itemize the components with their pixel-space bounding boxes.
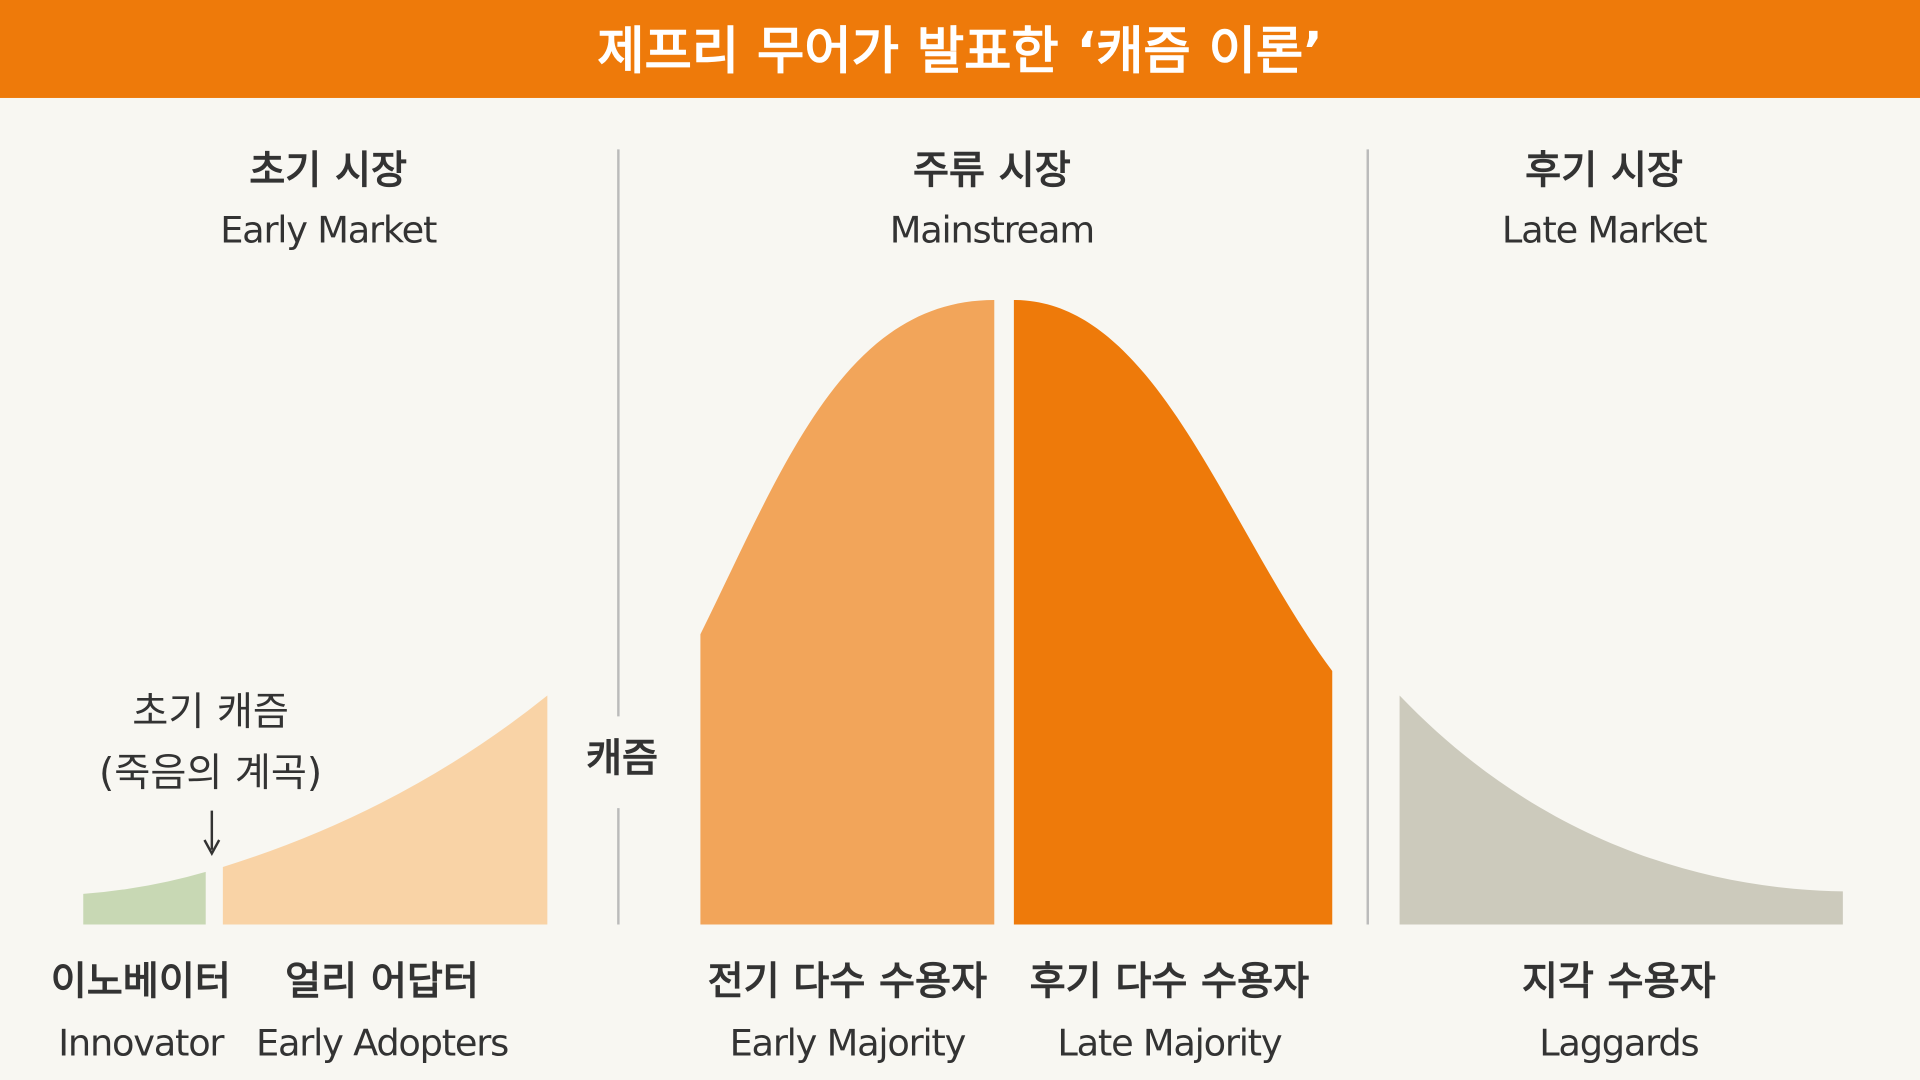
group-early-adopters-en: Early Adopters — [256, 1022, 508, 1065]
section-late-market-ko: 후기 시장 — [1525, 149, 1683, 194]
group-laggards-en: Laggards — [1539, 1022, 1698, 1065]
group-late-majority-ko: 후기 다수 수용자 — [1030, 959, 1310, 1004]
group-laggards-ko: 지각 수용자 — [1522, 959, 1716, 1004]
group-early-adopters-ko: 얼리 어답터 — [285, 959, 479, 1004]
segment-early-majority — [700, 300, 995, 925]
segment-early-adopters — [222, 695, 548, 925]
section-mainstream-ko: 주류 시장 — [913, 149, 1071, 194]
segment-late-majority — [1013, 300, 1333, 925]
section-early-market-en: Early Market — [220, 208, 437, 251]
group-early-majority-en: Early Majority — [730, 1022, 966, 1065]
group-late-majority-en: Late Majority — [1057, 1022, 1281, 1065]
section-late-market-en: Late Market — [1502, 208, 1707, 251]
arrow-down-icon — [203, 810, 221, 857]
section-early-market-ko: 초기 시장 — [249, 149, 407, 194]
diagram-title: 제프리 무어가 발표한 ‘캐즘 이론’ — [597, 22, 1322, 82]
header-bar — [0, 0, 1920, 98]
group-early-majority-ko: 전기 다수 수용자 — [708, 959, 988, 1004]
segment-laggards — [1399, 695, 1843, 925]
section-mainstream-en: Mainstream — [890, 208, 1094, 251]
chasm-label: 캐즘 — [586, 736, 658, 781]
early-chasm-sublabel: (죽음의 계곡) — [99, 751, 322, 796]
group-innovator-ko: 이노베이터 — [51, 959, 231, 1004]
group-innovator-en: Innovator — [58, 1022, 225, 1065]
early-chasm-label: 초기 캐즘 — [132, 690, 289, 735]
segment-innovator — [83, 871, 206, 925]
